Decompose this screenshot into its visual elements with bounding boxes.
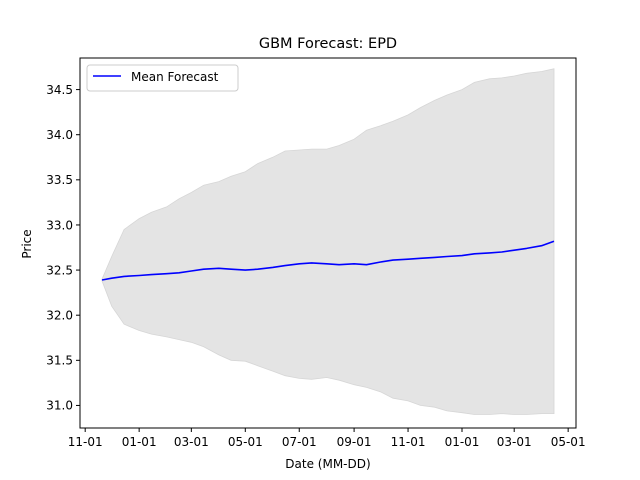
y-tick-label: 34.5	[46, 83, 73, 97]
x-axis-label: Date (MM-DD)	[285, 457, 370, 471]
legend-label-mean-forecast: Mean Forecast	[131, 70, 219, 84]
y-tick-label: 31.0	[46, 399, 73, 413]
legend: Mean Forecast	[86, 64, 239, 92]
x-tick-label: 11-01	[68, 435, 103, 449]
legend-box	[86, 64, 239, 92]
x-tick-label: 07-01	[282, 435, 317, 449]
y-tick-label: 31.5	[46, 354, 73, 368]
x-tick-label: 03-01	[497, 435, 532, 449]
plot-area: 31.0 31.5 32.0 32.5 33.0 33.5 34.0 34.5 11-01 01-…	[46, 57, 586, 449]
y-tick-label: 32.5	[46, 263, 73, 277]
x-tick-label: 03-01	[174, 435, 209, 449]
series-line-0	[101, 240, 555, 281]
x-tick-label: 01-01	[445, 435, 480, 449]
axes-frame	[79, 57, 577, 429]
x-tick-label: 09-01	[337, 435, 372, 449]
y-tick-label: 34.0	[46, 128, 73, 142]
y-axis-label: Price	[20, 229, 34, 258]
x-tick-label: 01-01	[122, 435, 157, 449]
y-tick-label: 33.5	[46, 173, 73, 187]
x-tick-label: 05-01	[551, 435, 586, 449]
confidence-band	[101, 68, 555, 415]
chart-title: GBM Forecast: EPD	[259, 36, 397, 52]
y-tick-label: 32.0	[46, 308, 73, 322]
y-tick-label: 33.0	[46, 218, 73, 232]
x-tick-label: 11-01	[391, 435, 426, 449]
x-tick-label: 05-01	[228, 435, 263, 449]
